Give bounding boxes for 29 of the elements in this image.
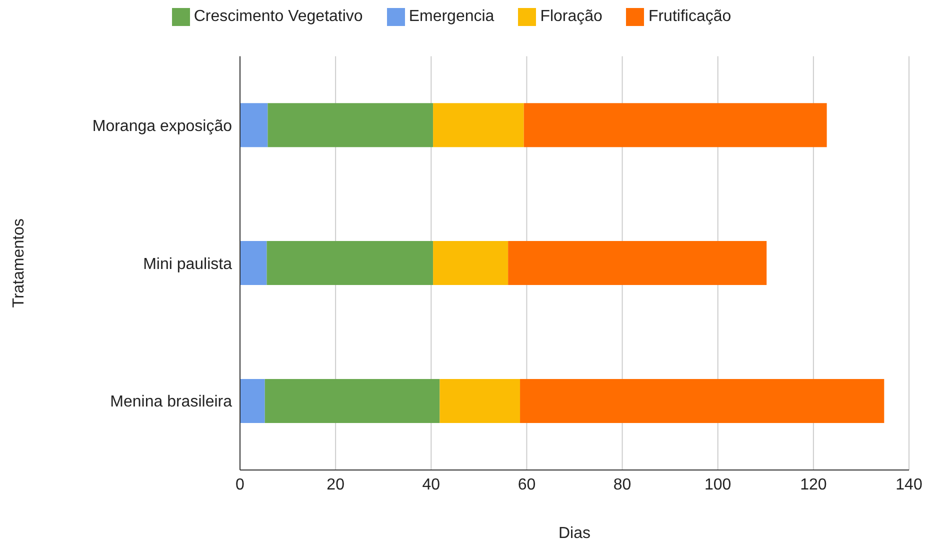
legend-label: Emergencia xyxy=(408,8,494,26)
x-axis-title: Dias xyxy=(558,525,591,542)
bar xyxy=(268,103,434,148)
legend-label: Crescimento Vegetativo xyxy=(194,8,363,26)
bar xyxy=(240,378,265,423)
bar xyxy=(240,103,268,148)
x-tick-label: 60 xyxy=(518,476,536,494)
legend-label: Floração xyxy=(540,8,602,26)
bar xyxy=(508,241,767,286)
x-tick-label: 0 xyxy=(236,476,245,494)
y-axis-title: Tratamentos xyxy=(10,218,28,308)
bar xyxy=(433,241,508,286)
bar xyxy=(433,103,524,148)
y-tick-label: Moranga exposição xyxy=(92,118,232,135)
bar xyxy=(440,378,520,423)
y-tick-label: Menina brasileira xyxy=(110,394,232,411)
x-tick-label: 140 xyxy=(896,476,922,494)
x-tick-label: 20 xyxy=(326,476,345,494)
x-tick-label: 80 xyxy=(613,476,632,494)
bar xyxy=(524,103,827,148)
bar xyxy=(520,378,884,423)
bar xyxy=(240,241,267,286)
bar xyxy=(266,241,434,286)
y-tick-label: Mini paulista xyxy=(143,256,232,273)
legend-label: Frutificação xyxy=(648,8,732,26)
x-tick-label: 40 xyxy=(422,476,440,494)
bar xyxy=(264,378,440,423)
x-tick-label: 100 xyxy=(704,476,732,494)
x-tick-label: 120 xyxy=(800,476,827,494)
